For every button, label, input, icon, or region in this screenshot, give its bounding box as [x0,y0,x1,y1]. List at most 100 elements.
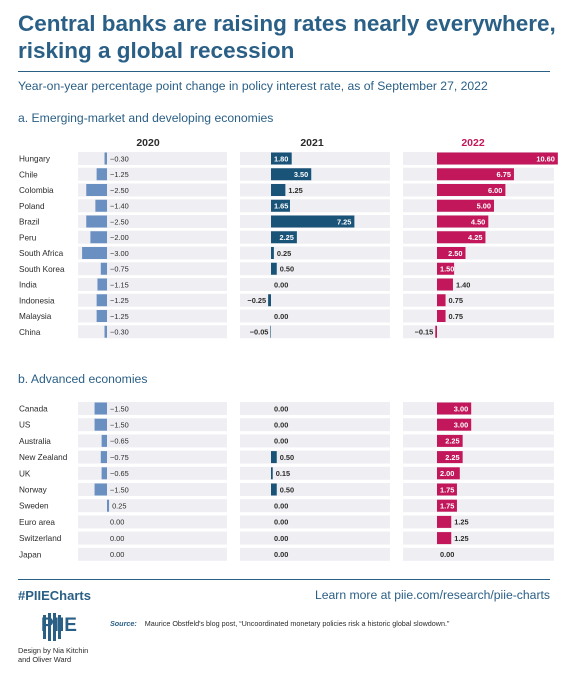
row-label: New Zealand [19,453,68,462]
bar-2021 [270,325,271,338]
bar-2022 [437,231,486,244]
design-credit: Design by Nia Kitchin and Oliver Ward [18,646,89,664]
bar-2022 [437,483,457,496]
row-band [403,547,554,561]
bar-2021 [271,262,277,275]
bar-2022 [437,532,452,545]
section-b-label: b. Advanced economies [18,372,148,386]
row-band [78,309,227,323]
row-band [240,262,390,276]
value-label-2021: 1.80 [274,154,288,163]
bar-2021 [271,247,274,259]
row-band [403,278,554,291]
row-label: Euro area [19,518,55,527]
row-band [403,293,554,307]
row-band [240,515,390,529]
footer-rule [18,579,550,580]
value-label-2021: 0.00 [274,421,288,430]
value-label-2022: 4.50 [471,217,485,226]
value-label-2022: 0.75 [449,312,463,321]
row-band [78,262,227,276]
row-label: Colombia [19,186,54,195]
row-label: Japan [19,550,42,559]
row-label: South Africa [19,249,64,258]
row-band [240,246,390,260]
row-band [78,215,227,228]
value-label-2022: 10.60 [536,154,555,163]
bar-2022 [437,467,460,480]
value-label-2020: −0.65 [110,437,129,446]
row-label: South Korea [19,265,65,274]
bar-2022 [437,199,494,212]
bar-2021 [271,168,312,181]
bar-2020 [101,434,107,447]
row-band [240,450,390,464]
bar-2020 [94,418,107,431]
row-label: India [19,281,37,290]
bar-2020 [90,231,107,244]
row-band [240,167,390,181]
value-label-2021: −0.05 [250,328,269,337]
row-band [78,199,227,213]
row-band [240,325,390,339]
bar-2020 [82,247,107,259]
value-label-2022: 1.75 [440,485,454,494]
value-label-2022: 2.25 [445,437,459,446]
bar-2020 [86,215,107,228]
row-band [78,278,227,291]
row-band [240,466,390,480]
row-band [78,418,227,432]
row-label: Hungary [19,155,51,164]
bar-2022 [437,402,472,415]
value-label-2020: −1.25 [110,170,129,179]
row-band [240,483,390,496]
row-band [78,402,227,415]
bar-2022 [437,294,446,307]
value-label-2020: −1.25 [110,312,129,321]
value-label-2020: −2.00 [110,233,129,242]
value-label-2020: −2.50 [110,186,129,195]
bar-2020 [104,152,107,165]
bar-2020 [86,184,107,196]
bar-2022 [437,434,463,447]
row-band [78,434,227,448]
row-band [78,499,227,513]
bar-2022 [437,262,455,275]
chart-title: Central banks are raising rates nearly e… [18,11,556,63]
row-band [240,309,390,323]
bar-2021 [271,199,290,212]
learn-more-link[interactable]: Learn more at piie.com/research/piie-cha… [314,588,550,602]
value-label-2021: 0.00 [274,550,288,559]
bar-2022 [437,247,466,259]
value-label-2021: 0.15 [276,469,290,478]
bar-2021 [271,215,355,228]
value-label-2021: 0.00 [274,280,288,289]
value-label-2021: 0.00 [274,518,288,527]
hashtag-link[interactable]: #PIIECharts [18,588,91,603]
bar-2020 [104,325,107,338]
value-label-2022: 6.75 [497,170,511,179]
value-label-2020: −1.50 [110,404,129,413]
row-band [78,547,227,561]
row-label: US [19,421,31,430]
source-label: Source: [110,619,137,628]
row-label: UK [19,469,31,478]
row-band [78,515,227,529]
value-label-2021: 0.00 [274,534,288,543]
row-band [240,152,390,165]
value-label-2022: 4.25 [468,233,482,242]
value-label-2020: 0.00 [110,534,124,543]
column-header-2022: 2022 [461,137,485,149]
row-band [78,531,227,545]
bar-2021 [268,294,271,307]
value-label-2022: 1.50 [440,265,454,274]
value-label-2020: −0.75 [110,453,129,462]
row-band [403,262,554,276]
row-band [240,278,390,291]
value-label-2021: 1.25 [288,186,302,195]
value-label-2020: −2.50 [110,217,129,226]
row-band [78,230,227,244]
row-band [403,466,554,480]
row-band [240,547,390,561]
row-label: Canada [19,405,48,414]
